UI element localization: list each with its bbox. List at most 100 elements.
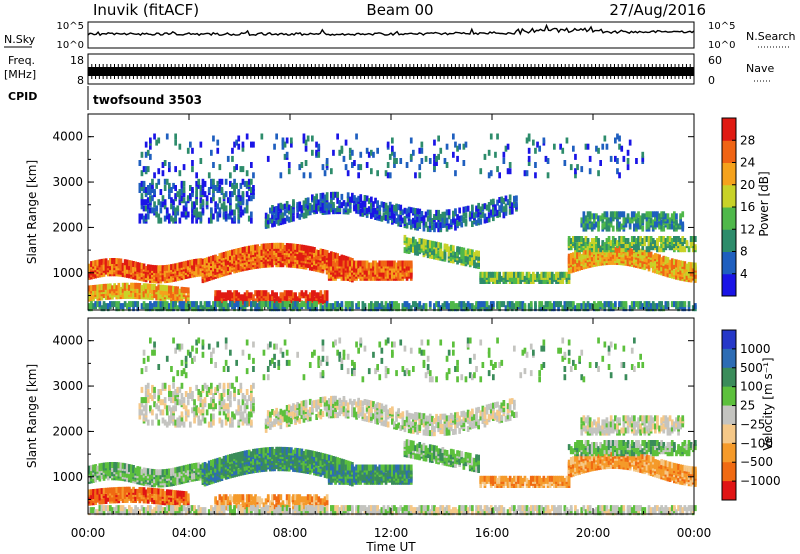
heatmap-cell bbox=[416, 222, 419, 229]
heatmap-cell bbox=[151, 178, 154, 185]
heatmap-cell bbox=[464, 141, 468, 148]
heatmap-cell bbox=[294, 262, 297, 269]
heatmap-cell bbox=[639, 248, 642, 255]
heatmap-cell bbox=[626, 238, 630, 244]
heatmap-cell bbox=[212, 178, 215, 185]
heatmap-cell bbox=[395, 217, 398, 224]
heatmap-cell bbox=[675, 244, 678, 251]
heatmap-cell bbox=[224, 292, 228, 299]
heatmap-cell bbox=[216, 139, 220, 146]
heatmap-cell bbox=[666, 257, 670, 264]
heatmap-cell bbox=[546, 271, 550, 278]
heatmap-cell bbox=[616, 240, 619, 247]
heatmap-cell bbox=[428, 209, 432, 216]
heatmap-cell bbox=[186, 147, 190, 154]
heatmap-cell bbox=[138, 293, 142, 300]
heatmap-cell bbox=[273, 220, 276, 227]
heatmap-cell bbox=[144, 283, 148, 290]
heatmap-cell bbox=[336, 260, 339, 267]
heatmap-cell bbox=[462, 253, 466, 260]
heatmap-cell bbox=[334, 191, 337, 198]
heatmap-cell bbox=[397, 270, 400, 277]
heatmap-cell bbox=[134, 291, 137, 297]
heatmap-cell bbox=[435, 251, 438, 258]
heatmap-cell bbox=[313, 204, 316, 211]
heatmap-cell bbox=[569, 259, 573, 266]
heatmap-cell bbox=[357, 172, 360, 179]
heatmap-cell bbox=[418, 164, 422, 171]
heatmap-cell bbox=[437, 242, 440, 249]
heatmap-cell bbox=[168, 285, 171, 292]
heatmap-cell bbox=[342, 268, 346, 275]
heatmap-cell bbox=[178, 217, 182, 224]
heatmap-cell bbox=[308, 203, 312, 209]
heatmap-cell bbox=[609, 155, 613, 162]
heatmap-cell bbox=[532, 275, 535, 282]
heatmap-cell bbox=[273, 298, 276, 305]
heatmap-cell bbox=[361, 260, 365, 267]
heatmap-cell bbox=[641, 238, 645, 244]
heatmap-cell bbox=[626, 149, 630, 156]
heatmap-cell bbox=[445, 143, 449, 150]
heatmap-cell bbox=[285, 243, 289, 249]
heatmap-cell bbox=[593, 242, 596, 249]
heatmap-cell bbox=[529, 301, 533, 308]
heatmap-cell bbox=[494, 151, 497, 158]
heatmap-cell bbox=[454, 208, 457, 215]
heatmap-cell bbox=[245, 301, 249, 308]
heatmap-cell bbox=[212, 261, 215, 268]
heatmap-cell bbox=[397, 204, 400, 211]
heatmap-cell bbox=[666, 236, 670, 242]
heatmap-cell bbox=[157, 265, 161, 272]
heatmap-cell bbox=[132, 293, 135, 299]
heatmap-cell bbox=[332, 191, 335, 198]
heatmap-cell bbox=[273, 214, 276, 221]
heatmap-cell bbox=[241, 247, 245, 253]
heatmap-cell bbox=[374, 264, 377, 271]
heatmap-cell bbox=[269, 294, 272, 301]
heatmap-cell bbox=[658, 260, 661, 267]
heatmap-cell bbox=[191, 166, 194, 173]
heatmap-cell bbox=[365, 195, 369, 202]
heatmap-cell bbox=[287, 162, 291, 168]
heatmap-cell bbox=[197, 178, 201, 185]
heatmap-cell bbox=[308, 296, 312, 303]
heatmap-cell bbox=[454, 218, 457, 225]
heatmap-cell bbox=[614, 254, 617, 261]
heatmap-cell bbox=[241, 166, 245, 173]
heatmap-cell bbox=[500, 275, 504, 282]
heatmap-cell bbox=[361, 200, 365, 207]
heatmap-cell bbox=[233, 294, 236, 301]
heatmap-cell bbox=[409, 207, 413, 214]
heatmap-cell bbox=[607, 236, 611, 242]
y-tick-label: 3000 bbox=[52, 175, 83, 189]
heatmap-cell bbox=[601, 255, 605, 262]
heatmap-cell bbox=[464, 218, 468, 225]
heatmap-cell bbox=[96, 292, 100, 299]
heatmap-cell bbox=[643, 240, 647, 247]
heatmap-cell bbox=[327, 260, 331, 267]
heatmap-cell bbox=[142, 263, 146, 270]
heatmap-cell bbox=[391, 145, 394, 152]
heatmap-cell bbox=[340, 193, 344, 200]
heatmap-cell bbox=[275, 133, 278, 140]
heatmap-cell bbox=[363, 195, 367, 201]
heatmap-cell bbox=[146, 274, 150, 281]
heatmap-cell bbox=[247, 292, 251, 299]
heatmap-cell bbox=[296, 244, 299, 250]
heatmap-cell bbox=[635, 251, 638, 258]
heatmap-cell bbox=[380, 215, 384, 222]
heatmap-cell bbox=[298, 205, 302, 212]
colorbar-tick-label: 12 bbox=[740, 222, 755, 236]
heatmap-cell bbox=[323, 200, 327, 207]
nsky-tick-bottom: 10^0 bbox=[57, 40, 84, 51]
heatmap-cell bbox=[567, 268, 571, 274]
heatmap-cell bbox=[466, 205, 470, 212]
heatmap-cell bbox=[582, 249, 586, 256]
heatmap-cell bbox=[220, 252, 224, 259]
heatmap-cell bbox=[98, 284, 102, 291]
heatmap-cell bbox=[199, 141, 203, 148]
heatmap-cell bbox=[569, 244, 573, 251]
heatmap-cell bbox=[477, 211, 480, 218]
heatmap-cell bbox=[165, 133, 169, 140]
